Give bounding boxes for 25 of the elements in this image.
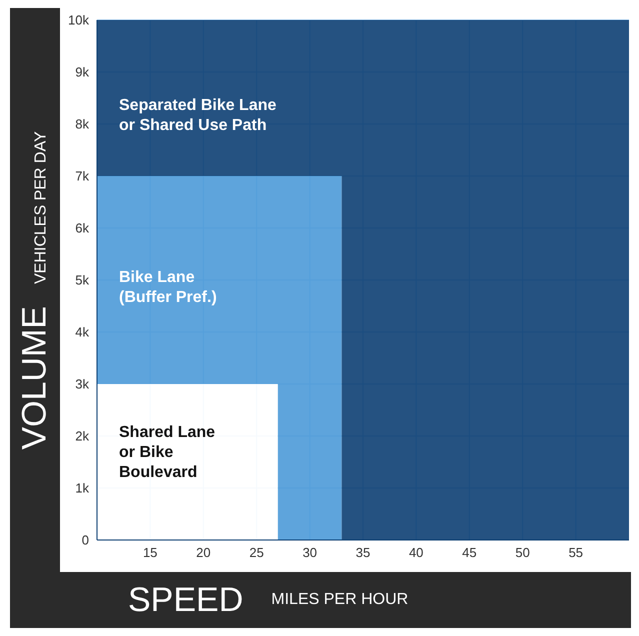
- y-tick-label: 3k: [75, 376, 90, 392]
- y-tick-label: 4k: [75, 324, 90, 340]
- y-tick-label: 2k: [75, 428, 90, 444]
- y-tick-label: 1k: [75, 480, 90, 496]
- y-tick-label: 7k: [75, 168, 90, 184]
- x-tick-label: 45: [462, 545, 477, 560]
- y-tick-label: 0: [82, 532, 89, 548]
- y-tick-label: 9k: [75, 64, 90, 80]
- series-label: Shared Lane or Bike Boulevard: [119, 424, 216, 481]
- series-label: Bike Lane (Buffer Pref.): [119, 269, 217, 306]
- x-tick-label: 55: [568, 545, 584, 560]
- series-label: Separated Bike Lane or Shared Use Path: [119, 97, 276, 134]
- y-axis-title: VOLUME VEHICLES PER DAY: [16, 130, 54, 450]
- x-tick-label: 25: [249, 545, 264, 560]
- y-tick-label: 6k: [75, 220, 90, 236]
- x-tick-label: 50: [515, 545, 530, 560]
- y-tick-label: 10k: [68, 12, 90, 28]
- x-tick-label: 35: [356, 545, 370, 560]
- x-tick-label: 15: [142, 545, 158, 560]
- x-tick-label: 30: [302, 545, 318, 560]
- x-tick-label: 40: [408, 545, 424, 560]
- y-tick-label: 8k: [75, 116, 90, 132]
- y-tick-label: 5k: [75, 272, 90, 288]
- x-axis-title: SPEED MILES PER HOUR: [128, 580, 408, 620]
- x-tick-label: 20: [196, 545, 211, 560]
